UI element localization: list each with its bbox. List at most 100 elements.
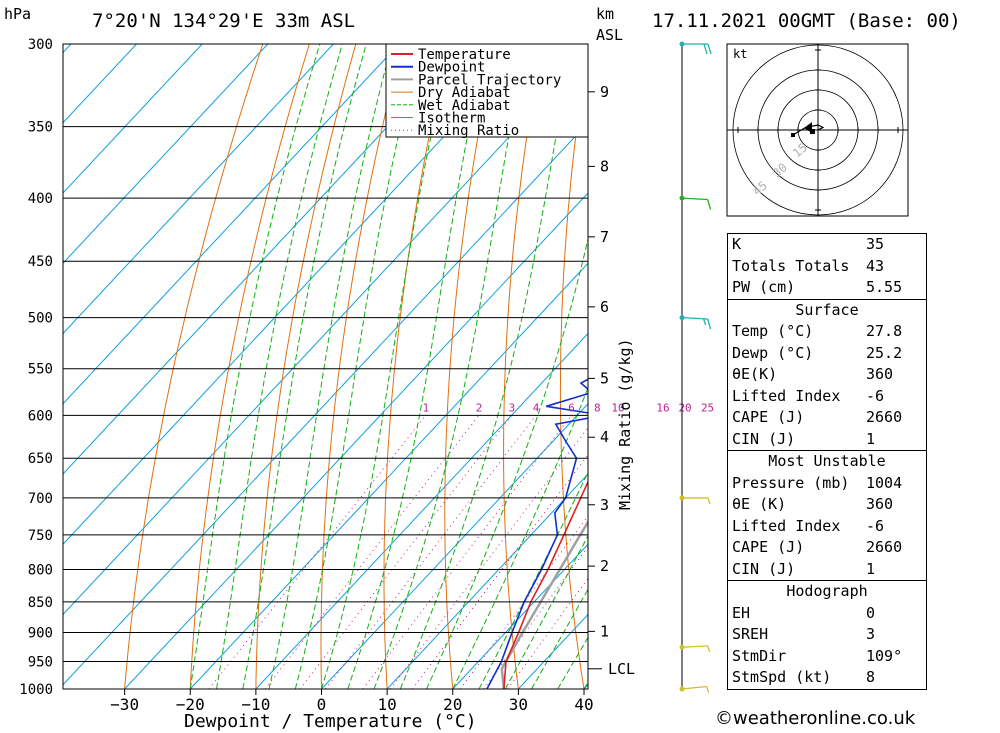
km-tick-label: 2 (600, 557, 609, 575)
mixing-ratio-axis-label: Mixing Ratio (g/kg) (616, 338, 634, 510)
legend-entry: Mixing Ratio (418, 123, 519, 139)
pressure-tick-label: 450 (28, 254, 53, 270)
km-tick-label: 1 (600, 622, 609, 640)
wind-barb-shaft (681, 685, 707, 690)
x-tick-label: −20 (176, 695, 205, 714)
wind-barb-feather (706, 199, 712, 210)
wind-barb-feather (706, 318, 712, 330)
wind-barb-half-feather (702, 318, 707, 326)
wind-barb-feather (707, 43, 712, 55)
isotherm-line (321, 402, 588, 689)
wind-barb-shaft (681, 645, 708, 648)
unstable-index-label: Pressure (mb) (732, 473, 850, 492)
mixing-ratio-label: 20 (678, 401, 691, 414)
indices-table: K 35 Totals Totals 43 PW (cm) 5.55 Surface Te… (727, 233, 927, 690)
hodograph-trace (792, 124, 825, 136)
surface-index-row: CAPE (J) 2660 (728, 407, 926, 429)
hodograph-indices: Hodograph EH 0 SREH 3 StmDir 109° StmSpd (kt) 8 (727, 581, 927, 690)
mixing-ratio-line (459, 515, 588, 689)
surface-index-row: Temp (°C) 27.8 (728, 321, 926, 343)
mixing-ratio-label: 3 (509, 401, 516, 414)
km-tick-label: 8 (600, 157, 609, 175)
pressure-tick-label: 500 (28, 311, 53, 327)
pressure-tick-label: 700 (28, 491, 53, 507)
unstable-index-row: θE (K) 360 (728, 494, 926, 516)
wet-adiabat-line (452, 386, 588, 689)
mixing-ratio-line (507, 577, 588, 689)
km-tick-label: 7 (600, 228, 609, 246)
hodograph-marker (791, 133, 795, 137)
pressure-tick-label: 1000 (19, 682, 53, 698)
unstable-index-row: CAPE (J) 2660 (728, 537, 926, 559)
general-index-row: K 35 (728, 234, 926, 256)
unstable-index-row: Pressure (mb) 1004 (728, 473, 926, 495)
isotherm-line (63, 44, 137, 124)
isotherm-line (255, 332, 588, 689)
surface-index-row: CIN (J) 1 (728, 429, 926, 451)
mixing-ratio-label: 1 (423, 401, 430, 414)
wind-barb-half-feather (706, 645, 711, 653)
hodograph-index-value: 109° (866, 646, 903, 665)
hodograph-index-value: 0 (866, 603, 876, 622)
dewpoint-line (486, 44, 588, 689)
surface-index-label: Temp (°C) (732, 322, 814, 340)
x-tick-label: −10 (241, 695, 270, 714)
x-tick-label: 10 (377, 695, 396, 714)
mixing-ratio-label: 25 (701, 401, 714, 414)
pressure-tick-label: 900 (28, 626, 53, 642)
mixing-ratio-label: 4 (533, 401, 540, 414)
unstable-index-value: 2660 (866, 538, 903, 556)
hodograph-unit-label: kt (733, 47, 747, 61)
wet-adiabat-line (347, 44, 487, 689)
pressure-tick-label: 300 (28, 37, 53, 53)
isotherm-line (63, 122, 588, 686)
pressure-tick-label: 650 (28, 451, 53, 467)
general-index-label: K (732, 235, 742, 253)
isotherm-line (0, 44, 5, 689)
dry-adiabat-line (320, 44, 403, 689)
asl-label: ASL (596, 26, 623, 44)
isotherm-line (63, 44, 334, 335)
unstable-index-label: θE (K) (732, 495, 787, 513)
wind-barb (681, 197, 712, 210)
dry-adiabat-line (444, 44, 496, 689)
wind-barb-shaft (681, 197, 708, 201)
dry-adiabat-line (961, 44, 1000, 689)
pressure-tick-label: 750 (28, 528, 53, 544)
wind-barb (682, 43, 712, 55)
hodograph-index-value: 3 (866, 625, 876, 643)
mixing-ratio-label: 10 (611, 401, 624, 414)
isotherm-line (63, 44, 203, 194)
pressure-tick-label: 850 (28, 595, 53, 611)
pressure-tick-label: 600 (28, 408, 53, 424)
surface-index-row: Dewp (°C) 25.2 (728, 343, 926, 365)
pressure-tick-label: 350 (28, 120, 53, 136)
datetime-title: 17.11.2021 00GMT (Base: 00) (652, 10, 961, 32)
general-index-value: 43 (866, 256, 885, 275)
dry-adiabat-line (189, 44, 310, 689)
wind-barb (681, 317, 712, 330)
isotherm-line (63, 44, 531, 545)
wet-adiabat-line (426, 236, 588, 689)
general-index-row: PW (cm) 5.55 (728, 277, 926, 299)
wet-adiabat-line (294, 44, 421, 689)
dry-adiabat-line (255, 44, 357, 689)
credit-link[interactable]: ©weatheronline.co.uk (715, 708, 916, 729)
surface-index-value: -6 (866, 386, 885, 405)
general-index-row: Totals Totals 43 (728, 256, 926, 278)
surface-index-value: 25.2 (866, 343, 903, 362)
wind-barb (681, 645, 711, 653)
wind-barb (681, 685, 710, 693)
wind-barb (682, 497, 711, 505)
surface-index-value: 2660 (866, 408, 903, 426)
temperature-line (503, 479, 588, 689)
general-index-label: PW (cm) (732, 278, 796, 296)
surface-title: Surface (795, 300, 859, 319)
hodograph-index-label: EH (732, 603, 751, 622)
legend-entry: Dry Adiabat (418, 85, 511, 101)
wet-adiabat-line (242, 44, 367, 689)
unstable-index-value: 1 (866, 559, 876, 578)
km-tick-label: 6 (600, 298, 609, 316)
unstable-index-label: CAPE (J) (732, 538, 805, 556)
